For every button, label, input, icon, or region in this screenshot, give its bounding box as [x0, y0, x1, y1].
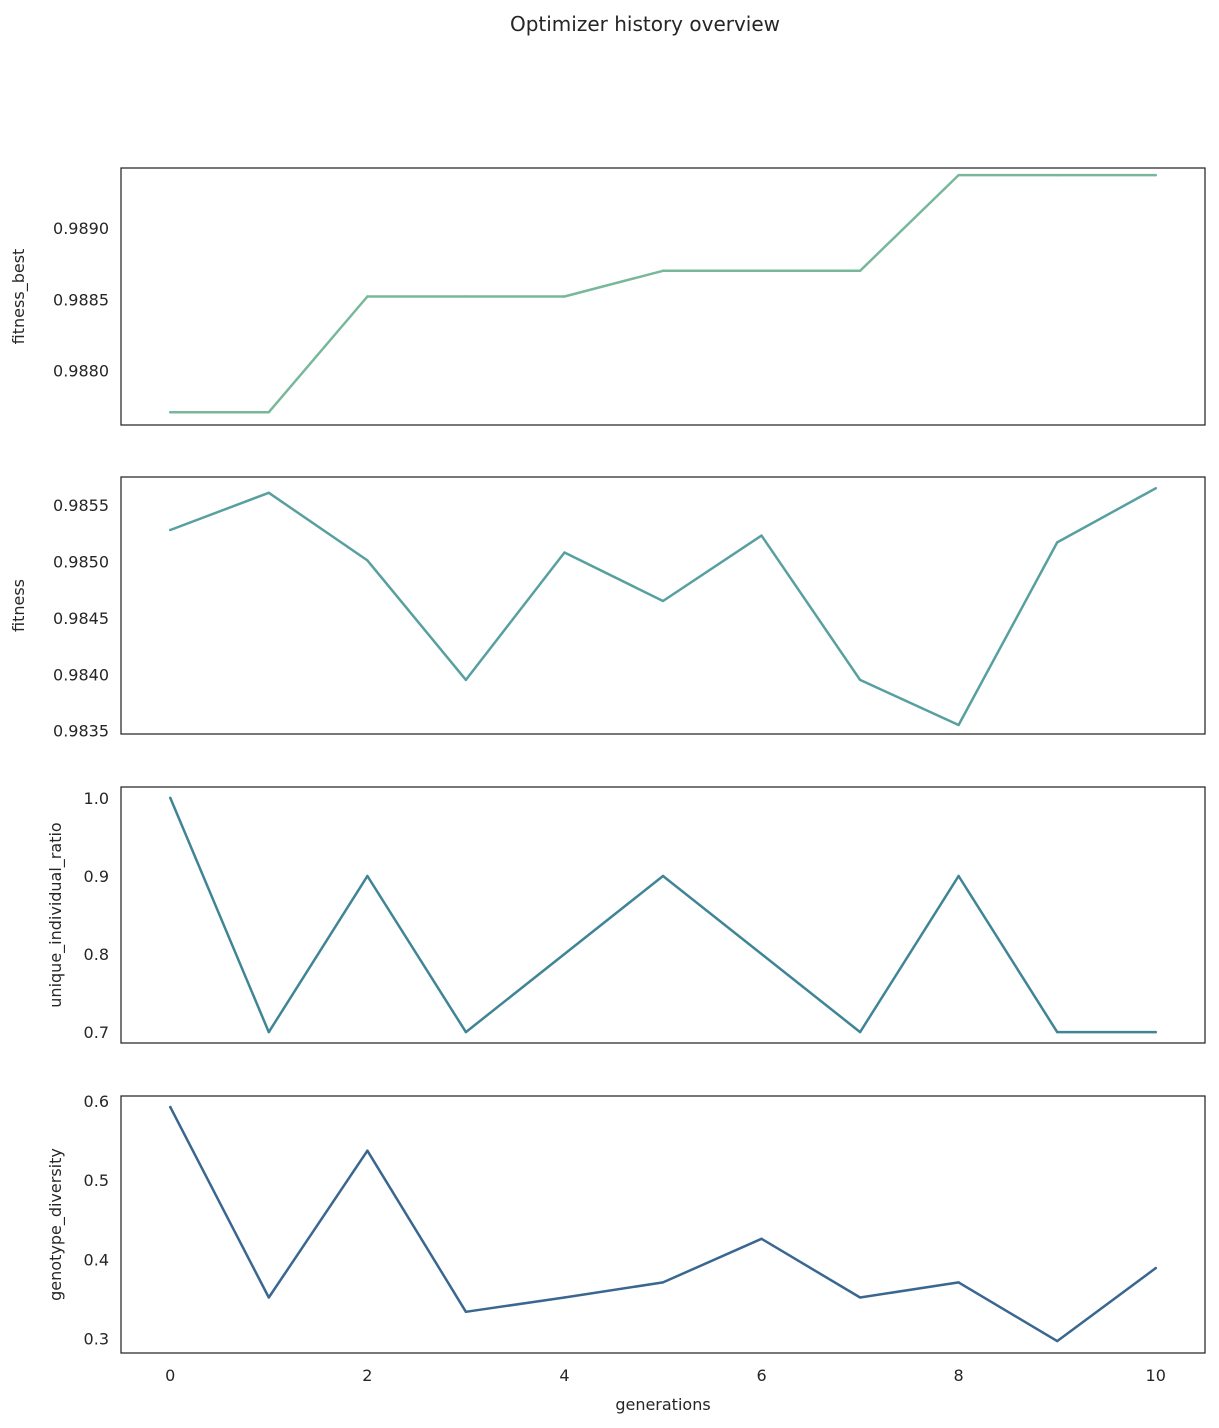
y-axis-label: genotype_diversity — [46, 1148, 66, 1301]
data-point — [957, 1281, 960, 1284]
data-point — [563, 551, 566, 554]
data-point — [169, 528, 172, 532]
y-tick-label: 0.5 — [84, 1171, 109, 1190]
data-point — [661, 1281, 665, 1284]
data-point — [169, 410, 172, 414]
y-tick-label: 0.9845 — [53, 609, 109, 628]
y-tick-label: 0.9890 — [53, 219, 109, 238]
y-axis-label: fitness_best — [9, 249, 29, 345]
y-tick-label: 0.9885 — [53, 290, 109, 309]
data-point — [366, 295, 369, 298]
data-point — [1154, 173, 1157, 177]
y-tick-label: 0.9850 — [53, 553, 109, 572]
data-point — [366, 1149, 369, 1152]
data-point — [661, 599, 665, 603]
data-point — [563, 295, 566, 298]
data-point — [169, 796, 172, 800]
data-point — [366, 874, 369, 878]
panel-genotype-diversity: 0.3 0.4 0.5 0.6 genotype_diversity — [46, 1092, 1206, 1354]
panel-frame — [120, 786, 1206, 1044]
y-tick-label: 0.7 — [84, 1023, 109, 1042]
data-point — [563, 1296, 566, 1299]
chart-title: Optimizer history overview — [510, 12, 780, 36]
y-tick-label: 0.9835 — [53, 722, 109, 741]
data-point — [957, 173, 960, 177]
data-point — [760, 1237, 763, 1240]
data-point — [1055, 541, 1059, 544]
panel-frame — [120, 1095, 1206, 1354]
data-point — [858, 678, 862, 682]
y-tick-label: 0.9880 — [53, 362, 109, 381]
data-point — [957, 874, 960, 878]
data-point — [267, 410, 271, 414]
data-point — [760, 952, 763, 956]
x-tick-label: 10 — [1146, 1366, 1166, 1385]
y-tick-label: 1.0 — [84, 789, 109, 808]
data-point — [1055, 1339, 1059, 1343]
data-point — [858, 269, 862, 272]
panel-fitness-best: 0.9880 0.9885 0.9890 fitness_best — [9, 167, 1206, 426]
data-point — [661, 874, 665, 878]
data-point — [1055, 1030, 1059, 1034]
data-point — [563, 952, 566, 956]
y-tick-label: 0.8 — [84, 945, 109, 964]
x-tick-label: 6 — [756, 1366, 766, 1385]
data-point — [464, 1310, 468, 1313]
series-line-fitness-best — [169, 173, 1157, 414]
x-tick-label: 2 — [362, 1366, 372, 1385]
data-point — [1055, 173, 1059, 177]
x-tick-label: 0 — [165, 1366, 175, 1385]
data-point — [464, 678, 468, 682]
data-point — [661, 269, 665, 272]
data-point — [267, 1030, 271, 1034]
data-point — [169, 1105, 172, 1109]
y-axis-label: fitness — [9, 579, 28, 632]
panel-frame — [120, 167, 1206, 426]
data-point — [267, 1296, 271, 1299]
data-point — [760, 534, 763, 537]
y-tick-label: 0.6 — [84, 1092, 109, 1111]
y-tick-label: 0.9 — [84, 867, 109, 886]
series-line-unique-individual-ratio — [169, 796, 1157, 1034]
chart-panels: 0.98800.98850.9890fitness_best0.98350.98… — [9, 167, 1206, 1354]
panel-unique-individual-ratio: 0.7 0.8 0.9 1.0 unique_individual_ratio — [46, 786, 1206, 1044]
data-point — [464, 295, 468, 298]
y-tick-label: 0.4 — [84, 1250, 109, 1269]
series-line-genotype-diversity — [169, 1105, 1157, 1343]
y-tick-label: 0.9840 — [53, 665, 109, 684]
x-tick-label: 4 — [559, 1366, 569, 1385]
data-point — [760, 269, 763, 272]
data-point — [464, 1030, 468, 1034]
data-point — [366, 559, 369, 562]
data-point — [858, 1296, 862, 1299]
data-point — [1154, 487, 1157, 490]
x-axis-label: generations — [615, 1395, 710, 1414]
x-axis-ticks: 0 2 4 6 8 10 — [165, 1366, 1166, 1385]
data-point — [267, 491, 271, 494]
x-tick-label: 8 — [954, 1366, 964, 1385]
y-tick-label: 0.3 — [84, 1330, 109, 1349]
y-tick-label: 0.9855 — [53, 496, 109, 515]
y-axis-label: unique_individual_ratio — [46, 822, 66, 1007]
data-point — [1154, 1266, 1157, 1270]
panel-fitness: 0.9835 0.9840 0.9845 0.9850 0.9855 fitness — [9, 476, 1206, 741]
data-point — [957, 723, 960, 727]
series-line-fitness — [169, 487, 1157, 727]
data-point — [858, 1030, 862, 1034]
panel-frame — [120, 476, 1206, 735]
data-point — [1154, 1030, 1157, 1034]
